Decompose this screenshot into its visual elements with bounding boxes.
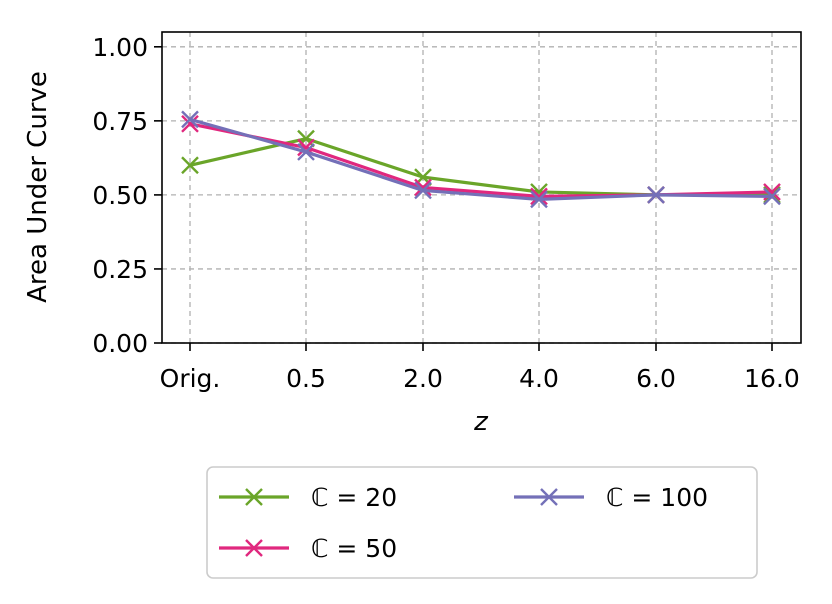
- y-tick-label: 0.25: [92, 255, 148, 284]
- legend-item: ℂ = 50: [219, 534, 397, 563]
- x-tick-label: 6.0: [636, 364, 676, 393]
- y-tick-label: 0.50: [92, 181, 148, 210]
- legend-marker: [245, 539, 263, 557]
- data-point: [530, 190, 548, 209]
- legend-box: [206, 466, 758, 579]
- series-line: [189, 117, 773, 201]
- marker-stroke: [530, 190, 548, 209]
- data-point: [647, 186, 665, 204]
- marker-stroke: [181, 114, 199, 133]
- marker-stroke: [245, 539, 263, 557]
- marker-stroke: [297, 129, 315, 148]
- marker-stroke: [181, 156, 199, 175]
- x-tick-label: Orig.: [160, 364, 221, 393]
- data-point: [530, 187, 548, 206]
- data-point: [181, 114, 199, 133]
- legend-label: ℂ = 50: [311, 534, 397, 563]
- marker-stroke: [530, 187, 548, 206]
- x-tick-label: 2.0: [403, 364, 443, 393]
- data-point: [181, 110, 199, 129]
- y-tick-label: 1.00: [92, 33, 148, 62]
- marker-stroke: [297, 138, 315, 157]
- plot-frame: [161, 31, 802, 344]
- x-tick-label: 4.0: [519, 364, 559, 393]
- legend: ℂ = 20 ℂ = 50 ℂ = 100: [206, 466, 758, 579]
- marker-stroke: [647, 186, 665, 204]
- tick-layer: 0.00 0.25 0.50 0.75 1.00 Orig. 0.5 2.0 4.0 6.0 16.…: [92, 33, 800, 393]
- grid-layer: [162, 32, 801, 344]
- legend-marker: [245, 488, 263, 506]
- data-point: [297, 129, 315, 148]
- series-line: [189, 137, 772, 197]
- series-2: [181, 114, 781, 206]
- marker-stroke: [414, 178, 432, 197]
- legend-item: ℂ = 100: [514, 483, 708, 512]
- legend-label: ℂ = 100: [606, 483, 708, 512]
- legend-label: ℂ = 20: [311, 483, 397, 512]
- marker-stroke: [414, 181, 432, 200]
- data-point: [297, 143, 315, 161]
- data-point: [414, 178, 432, 197]
- data-point: [763, 187, 781, 206]
- y-axis-label: Area Under Curve: [23, 71, 53, 303]
- series-3: [181, 110, 781, 209]
- data-point: [414, 181, 432, 200]
- marker-stroke: [297, 143, 315, 161]
- y-tick-label: 0.75: [92, 107, 148, 136]
- marker-stroke: [763, 187, 781, 206]
- x-tick-label: 16.0: [744, 364, 800, 393]
- marker-stroke: [181, 110, 199, 129]
- legend-marker: [540, 488, 558, 506]
- y-tick-label: 0.00: [92, 329, 148, 358]
- marker-stroke: [245, 488, 263, 506]
- x-axis-label: z: [473, 407, 489, 437]
- data-point: [181, 156, 199, 175]
- legend-item: ℂ = 20: [219, 483, 397, 512]
- x-tick-label: 0.5: [286, 364, 326, 393]
- marker-stroke: [540, 488, 558, 506]
- series-layer: [181, 110, 781, 209]
